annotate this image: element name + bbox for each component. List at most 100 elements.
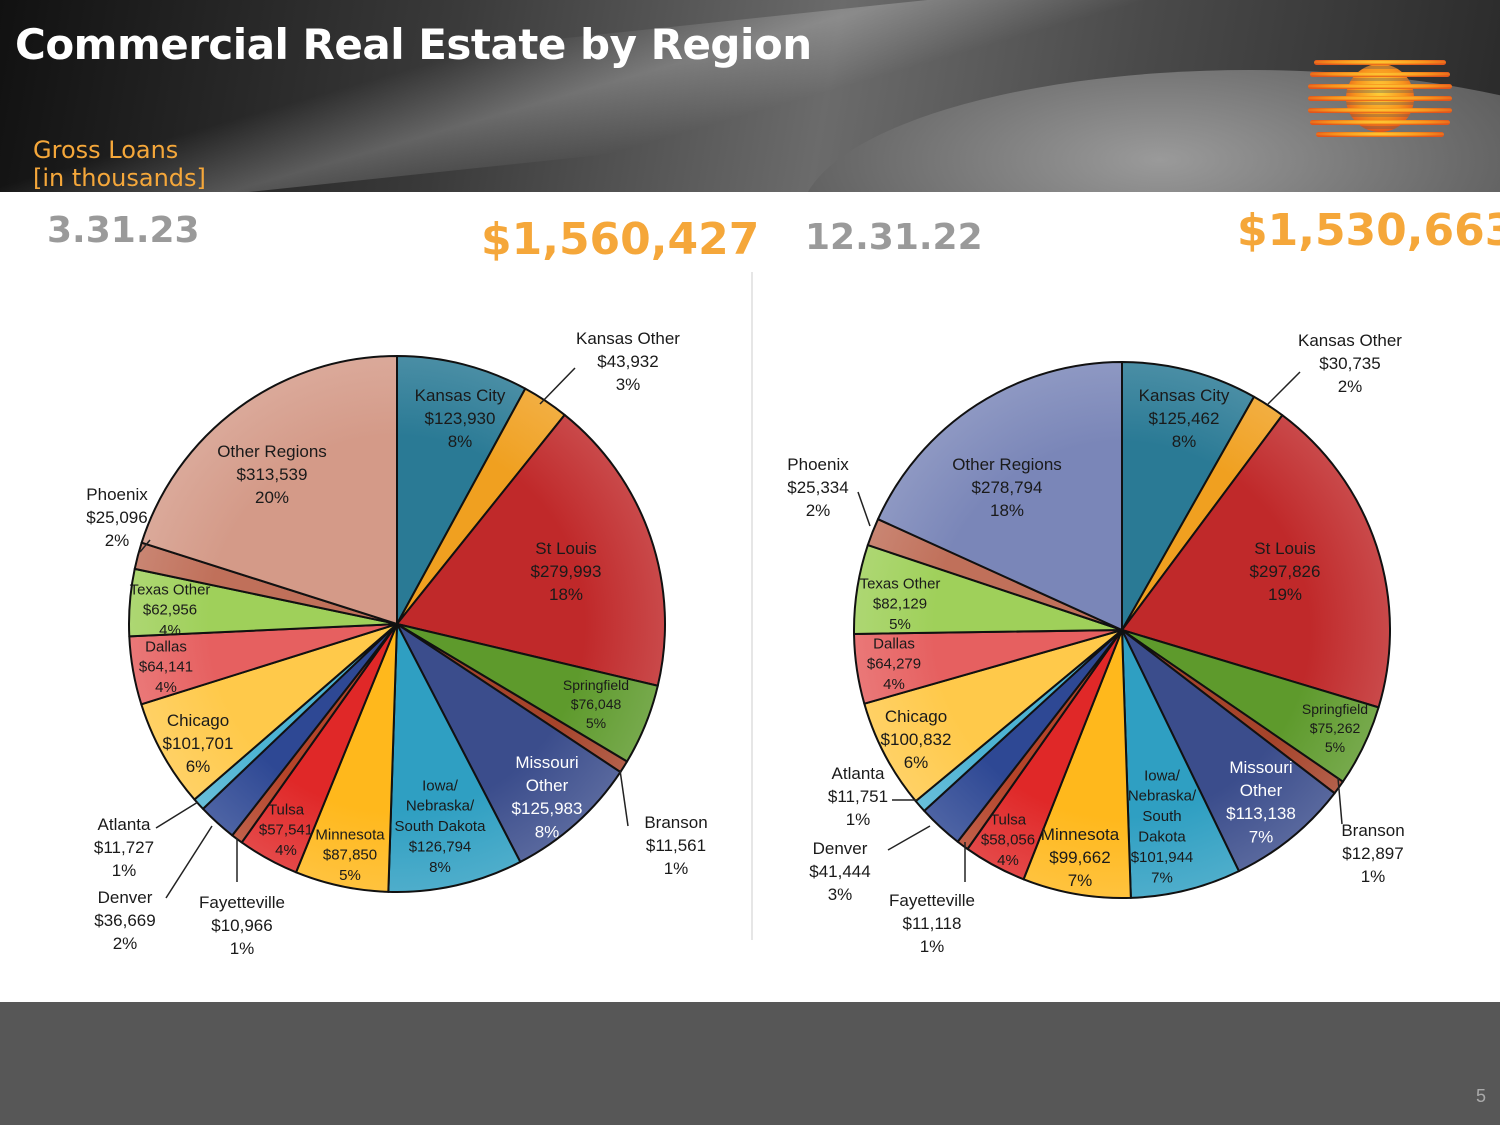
slice-name-iowa-nebraska-south-dakota-3: Dakota xyxy=(1138,829,1186,846)
slice-pct-fayetteville: 1% xyxy=(920,937,945,956)
slice-name-st-louis: St Louis xyxy=(535,539,596,558)
pie-labels: Kansas City $125,462 8% Kansas Other $30,735… xyxy=(787,331,1404,956)
slice-name-iowa-nebraska-south-dakota-1: Nebraska/ xyxy=(406,798,475,815)
subtitle-line-2: [in thousands] xyxy=(33,164,206,192)
slice-amount-chicago: $101,701 xyxy=(163,734,234,753)
slice-label-kansas-other: Kansas Other $30,735 2% xyxy=(1298,331,1402,396)
slice-label-fayetteville: Fayetteville $10,966 1% xyxy=(199,893,285,958)
slice-label-minnesota: Minnesota $99,662 7% xyxy=(1041,825,1120,890)
slice-amount-branson: $11,561 xyxy=(646,836,706,855)
slice-name-phoenix: Phoenix xyxy=(86,485,148,504)
pie-slice-missouri-other xyxy=(396,623,622,863)
slice-pct-tulsa: 4% xyxy=(275,842,297,859)
pie-chart-q1-2023: Kansas City $123,930 8% Kansas Other $43,932… xyxy=(86,329,707,958)
slice-name-missouri-other-1: Other xyxy=(1240,781,1283,800)
pie-slice-missouri-other xyxy=(1121,629,1336,873)
slice-name-atlanta: Atlanta xyxy=(832,764,885,783)
slice-amount-phoenix: $25,334 xyxy=(787,478,848,497)
slice-pct-tulsa: 4% xyxy=(997,852,1019,869)
slice-name-missouri-other-1: Other xyxy=(526,776,569,795)
slice-name-fayetteville: Fayetteville xyxy=(889,891,975,910)
slice-label-iowa-nebraska-south-dakota: Iowa/Nebraska/South Dakota $126,794 8% xyxy=(395,777,487,876)
slice-label-springfield: Springfield $76,048 5% xyxy=(563,677,629,731)
slice-pct-iowa-nebraska-south-dakota: 8% xyxy=(429,859,451,876)
leader-line-kansas-other xyxy=(539,367,576,405)
slice-name-iowa-nebraska-south-dakota-0: Iowa/ xyxy=(422,777,459,794)
slice-pct-minnesota: 7% xyxy=(1068,871,1093,890)
slice-amount-springfield: $75,262 xyxy=(1310,720,1361,736)
slice-label-springfield: Springfield $75,262 5% xyxy=(1302,701,1368,755)
slice-name-iowa-nebraska-south-dakota-0: Iowa/ xyxy=(1144,767,1181,784)
slice-label-atlanta: Atlanta $11,727 1% xyxy=(94,815,154,880)
pie-chart-q4-2022: Kansas City $125,462 8% Kansas Other $30,735… xyxy=(787,331,1404,956)
total-q4-2022: $1,530,663 xyxy=(1237,205,1500,256)
slice-name-fayetteville: Fayetteville xyxy=(199,893,285,912)
slice-pct-phoenix: 2% xyxy=(105,531,130,550)
slice-label-dallas: Dallas $64,141 4% xyxy=(139,638,193,696)
slice-label-fayetteville: Fayetteville $11,118 1% xyxy=(889,891,975,956)
slice-name-kansas-other: Kansas Other xyxy=(576,329,680,348)
page-title: Commercial Real Estate by Region xyxy=(15,20,812,69)
slice-label-kansas-other: Kansas Other $43,932 3% xyxy=(576,329,680,394)
slice-name-kansas-other: Kansas Other xyxy=(1298,331,1402,350)
slice-amount-other-regions: $278,794 xyxy=(972,478,1043,497)
slice-name-other-regions: Other Regions xyxy=(952,455,1062,474)
subtitle: Gross Loans [in thousands] xyxy=(33,136,206,192)
slice-name-dallas: Dallas xyxy=(873,635,915,652)
slice-pct-iowa-nebraska-south-dakota: 7% xyxy=(1151,869,1173,886)
slice-pct-branson: 1% xyxy=(664,859,689,878)
slice-pct-chicago: 6% xyxy=(186,757,211,776)
slice-pct-springfield: 5% xyxy=(1325,739,1345,755)
slice-label-missouri-other: Missouri Other $113,138 7% xyxy=(1226,758,1296,846)
slice-pct-missouri-other: 7% xyxy=(1249,827,1274,846)
slice-pct-phoenix: 2% xyxy=(806,501,831,520)
slice-pct-st-louis: 18% xyxy=(549,585,583,604)
slice-amount-tulsa: $58,056 xyxy=(981,832,1035,849)
slice-name-tulsa: Tulsa xyxy=(268,801,305,818)
slice-label-st-louis: St Louis $279,993 18% xyxy=(531,539,602,604)
leader-line-branson xyxy=(1337,777,1343,825)
slice-pct-branson: 1% xyxy=(1361,867,1386,886)
slice-amount-tulsa: $57,541 xyxy=(259,822,313,839)
slice-name-st-louis: St Louis xyxy=(1254,539,1315,558)
slice-name-denver: Denver xyxy=(813,839,868,858)
leader-line-phoenix xyxy=(857,491,871,527)
slice-amount-minnesota: $87,850 xyxy=(323,847,377,864)
slice-label-denver: Denver $36,669 2% xyxy=(94,888,155,953)
slice-name-springfield: Springfield xyxy=(563,677,629,693)
slice-name-missouri-other-0: Missouri xyxy=(1229,758,1292,777)
slice-name-iowa-nebraska-south-dakota-2: South Dakota xyxy=(395,818,487,835)
slice-name-chicago: Chicago xyxy=(167,711,229,730)
pie-slice-chicago xyxy=(140,623,398,801)
slice-label-minnesota: Minnesota $87,850 5% xyxy=(315,826,385,884)
slice-amount-atlanta: $11,751 xyxy=(828,787,888,806)
slice-name-minnesota: Minnesota xyxy=(1041,825,1120,844)
slice-label-kansas-city: Kansas City $123,930 8% xyxy=(415,386,506,451)
pie-slice-iowa-nebraska-south-dakota xyxy=(387,623,522,893)
slice-amount-kansas-other: $43,932 xyxy=(597,352,658,371)
slice-name-tulsa: Tulsa xyxy=(990,811,1027,828)
slice-amount-kansas-city: $123,930 xyxy=(425,409,496,428)
slice-amount-missouri-other: $113,138 xyxy=(1226,804,1296,823)
slice-label-other-regions: Other Regions $313,539 20% xyxy=(217,442,327,507)
pie-slice-kansas-city xyxy=(1121,361,1255,631)
slice-amount-springfield: $76,048 xyxy=(571,696,622,712)
slice-name-iowa-nebraska-south-dakota-2: South xyxy=(1142,808,1181,825)
slice-amount-minnesota: $99,662 xyxy=(1049,848,1110,867)
slice-name-texas-other: Texas Other xyxy=(130,581,211,598)
slice-pct-kansas-city: 8% xyxy=(1172,432,1197,451)
slice-pct-st-louis: 19% xyxy=(1268,585,1302,604)
date-label-q1-2023: 3.31.23 xyxy=(47,210,200,251)
total-q1-2023: $1,560,427 xyxy=(481,214,760,265)
slice-label-texas-other: Texas Other $62,956 4% xyxy=(130,581,211,639)
pie-slice-other-regions xyxy=(140,355,398,625)
slice-amount-branson: $12,897 xyxy=(1342,844,1403,863)
pie-slice-st-louis xyxy=(1121,414,1392,709)
slice-amount-kansas-other: $30,735 xyxy=(1319,354,1380,373)
slice-amount-kansas-city: $125,462 xyxy=(1149,409,1220,428)
slice-label-other-regions: Other Regions $278,794 18% xyxy=(952,455,1062,520)
sun-logo-icon xyxy=(1308,60,1452,137)
slice-pct-kansas-other: 2% xyxy=(1338,377,1363,396)
date-label-q4-2022: 12.31.22 xyxy=(805,217,983,258)
slice-amount-phoenix: $25,096 xyxy=(86,508,147,527)
